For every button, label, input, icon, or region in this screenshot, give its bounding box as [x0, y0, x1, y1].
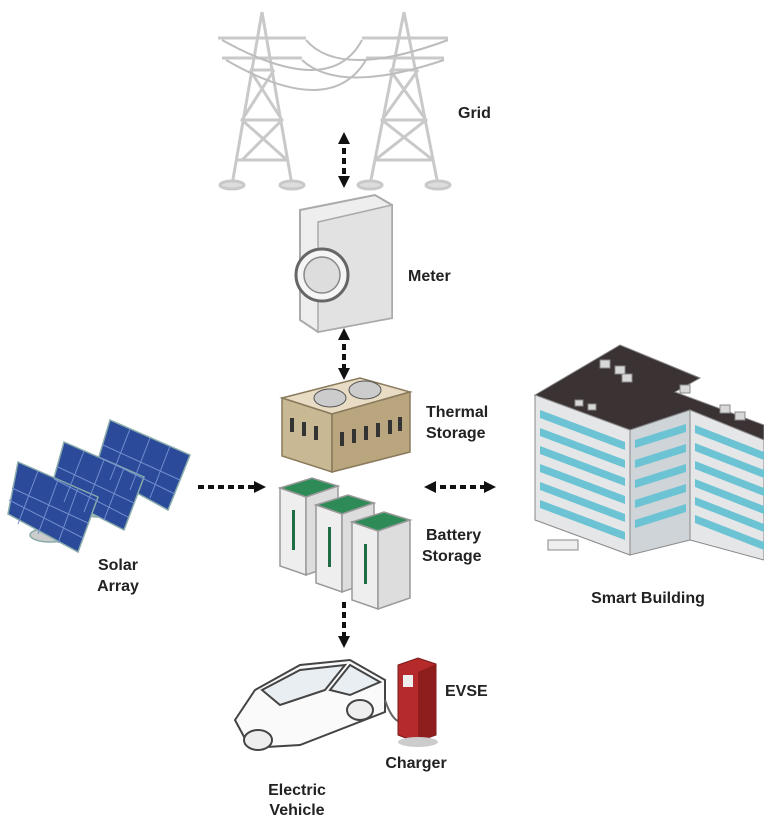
battery-label: Storage: [422, 548, 482, 565]
building-windows-part: [695, 479, 764, 514]
roof-units-part: [679, 384, 691, 394]
smart-building: [533, 344, 764, 561]
building-windows-part: [695, 425, 764, 460]
building-windows-part: [635, 484, 686, 508]
smart-building-part: [547, 539, 579, 551]
thermal-storage-part: [331, 391, 411, 473]
thermal-label: Storage: [426, 425, 486, 442]
building-windows-part: [540, 428, 625, 468]
building-windows-part: [695, 497, 764, 532]
thermal-storage-part-part: [352, 429, 356, 443]
thermal-storage-part-part: [302, 422, 306, 436]
building-windows: [540, 410, 764, 550]
building-label: Smart Building: [591, 590, 705, 607]
building-windows-part: [635, 504, 686, 528]
grid-towers-part: [230, 11, 294, 186]
thermal-storage-part: [290, 417, 402, 446]
roof-units-part: [719, 404, 731, 414]
ev-label: Vehicle: [269, 802, 324, 818]
grid-towers-part: [356, 179, 384, 191]
grid-label: Grid: [458, 105, 491, 122]
building-windows-part: [540, 464, 625, 504]
solar-label: Solar: [98, 557, 138, 574]
electric-vehicle-part: [328, 663, 383, 697]
thermal-storage-part-part: [388, 420, 392, 434]
electric-vehicle-part: [243, 729, 273, 751]
building-windows-part: [540, 500, 625, 540]
meter-box-part: [303, 256, 341, 294]
thermal-storage: [279, 377, 413, 474]
roof-units-part: [734, 411, 746, 421]
battery-storage-part: [364, 544, 367, 584]
battery-storage: [277, 477, 413, 611]
thermal-storage-part-part: [340, 432, 344, 446]
grid-towers-part: [218, 179, 246, 191]
building-windows-part: [540, 446, 625, 486]
evse-label: EVSE: [445, 683, 488, 700]
building-windows-part: [635, 464, 686, 488]
solar-array-part: [53, 450, 135, 521]
battery-storage-part: [377, 518, 411, 611]
thermal-storage-part-part: [376, 423, 380, 437]
building-windows-part: [695, 461, 764, 496]
roof-units: [574, 359, 746, 421]
battery-storage-part: [328, 527, 331, 567]
thermal-storage-part-part: [398, 417, 402, 431]
solar-array-part: [8, 470, 89, 544]
building-windows-part: [635, 424, 686, 448]
evse-charger-part: [403, 675, 413, 687]
grid-towers: [218, 11, 452, 191]
building-windows-part: [695, 515, 764, 550]
thermal-storage-part: [348, 380, 382, 400]
solar-array: [7, 418, 191, 554]
building-windows-part: [635, 444, 686, 468]
charger-label: Charger: [385, 755, 446, 772]
electric-vehicle-part: [346, 699, 374, 721]
grid-towers-part: [424, 179, 452, 191]
grid-towers-part: [221, 39, 449, 91]
thermal-storage-part-part: [364, 426, 368, 440]
thermal-storage-part-part: [314, 426, 318, 440]
battery-label: Battery: [426, 527, 481, 544]
meter-box: [294, 193, 393, 334]
solar-array-part: [94, 418, 191, 512]
solar-array-part: [98, 428, 181, 499]
roof-units-part: [614, 365, 626, 375]
building-windows-part: [695, 443, 764, 478]
building-windows-part: [540, 482, 625, 522]
grid-towers-part: [278, 179, 306, 191]
ev-label: Electric: [268, 782, 326, 799]
electric-vehicle: [233, 658, 411, 751]
roof-units-part: [574, 399, 584, 407]
electric-vehicle-part: [260, 663, 348, 707]
roof-units-part: [599, 359, 611, 369]
battery-storage-part: [292, 510, 295, 550]
grid-towers-part: [368, 11, 440, 186]
roof-units-part: [587, 403, 597, 411]
grid-towers-part: [362, 36, 448, 60]
thermal-label: Thermal: [426, 404, 488, 421]
grid-towers-part: [218, 36, 306, 60]
evse-charger-part: [398, 737, 438, 747]
building-windows-part: [540, 410, 625, 450]
solar-label: Array: [97, 578, 139, 595]
meter-label: Meter: [408, 268, 451, 285]
roof-units-part: [621, 373, 633, 383]
flow-arrows: [198, 132, 496, 648]
evse-charger-part: [418, 664, 436, 742]
evse-charger: [397, 657, 438, 747]
thermal-storage-part-part: [290, 418, 294, 432]
thermal-storage-part: [313, 388, 347, 408]
